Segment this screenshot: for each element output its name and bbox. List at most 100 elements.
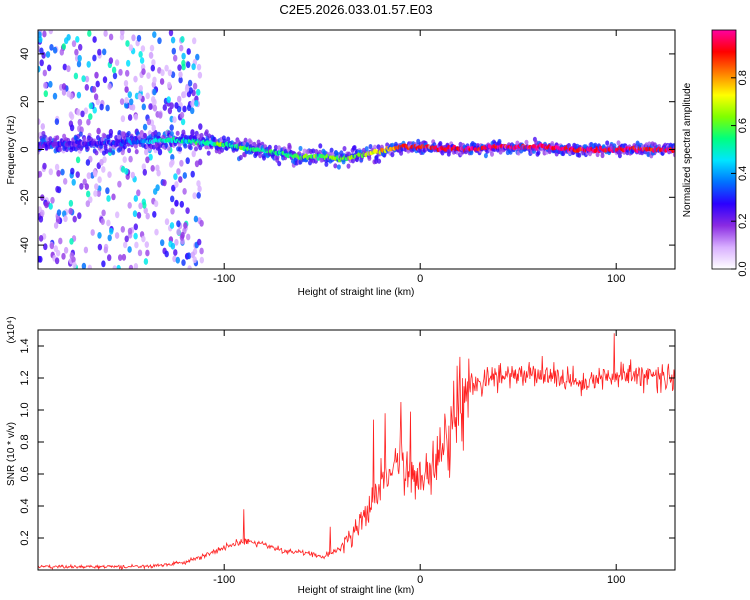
spectrogram-cell — [536, 150, 541, 156]
spectrogram-cell — [149, 44, 155, 52]
snr-panel: -100 0 100 0.2 0.4 0.6 0.8 1.0 1.2 1.4 Height of … — [6, 316, 676, 596]
spectrogram-cell — [177, 64, 182, 71]
spectrogram-cell — [145, 156, 150, 164]
spectrogram-cell — [183, 143, 188, 149]
spectrogram-cell — [86, 172, 92, 180]
spectrogram-cell — [41, 51, 46, 59]
spectrogram-cell — [196, 63, 202, 71]
spectrogram-cell — [133, 195, 138, 202]
spectrogram-cell — [174, 199, 179, 207]
spectrogram-cell — [191, 150, 196, 158]
spectrogram-cell — [72, 215, 77, 223]
spectrogram-cell — [107, 171, 112, 179]
spectrogram-cell — [145, 92, 150, 100]
spectrogram-cell — [54, 257, 60, 265]
spectrogram-cell — [212, 136, 217, 142]
spectrogram-cell — [172, 255, 177, 263]
spectrogram-cell — [186, 233, 191, 241]
spectrogram-cell — [174, 238, 179, 246]
spectrogram-cell — [179, 159, 184, 167]
spectrogram-cell — [137, 93, 142, 100]
spectrogram-cell — [53, 222, 59, 229]
spectrogram-cell — [50, 196, 55, 204]
colorbar-tick-label: 0.8 — [737, 70, 749, 85]
spectrogram-cell — [38, 215, 44, 223]
spectrogram-cell — [92, 168, 98, 176]
colorbar-label: Normalized spectral amplitude — [682, 82, 693, 217]
snr-xlabel: Height of straight line (km) — [298, 585, 415, 596]
spectrogram-cell — [84, 75, 90, 83]
spectrogram-cell — [333, 163, 338, 169]
spectrogram-cell — [182, 91, 187, 98]
spectrogram-cell — [277, 161, 282, 167]
spectrogram-cell — [105, 187, 110, 195]
spectrogram-cell — [346, 163, 351, 169]
spectrogram-cell — [74, 48, 79, 56]
spectrogram-cell — [194, 160, 200, 168]
spectrogram-cell — [99, 158, 104, 166]
spectrogram-cell — [577, 152, 582, 158]
spectrogram-cell — [114, 232, 120, 239]
spectrogram-cell — [86, 118, 91, 126]
spectrogram-cell — [524, 139, 529, 145]
spectrogram-cell — [188, 87, 193, 94]
spectrogram-cell — [83, 107, 89, 115]
spectrogram-cell — [129, 98, 134, 106]
spectrogram-cell — [142, 168, 147, 176]
spectrogram-cell — [166, 146, 171, 152]
spectrogram-cell — [62, 133, 67, 139]
spectrogram-cell — [166, 96, 171, 104]
spectrogram-cell — [248, 140, 253, 146]
spectrogram-cell — [319, 157, 324, 163]
x-tick-label: 100 — [607, 574, 625, 586]
spectrogram-cell — [305, 149, 310, 155]
spectrogram-cell — [128, 44, 134, 51]
y-tick-label: 20 — [19, 96, 31, 108]
spectrogram-cell — [97, 243, 103, 251]
spectrogram-cell — [77, 54, 82, 62]
spectrogram-cell — [88, 102, 94, 110]
spectrogram-cell — [164, 142, 169, 149]
spectrogram-cell — [157, 148, 163, 156]
spectrogram-cell — [170, 207, 175, 215]
spectrogram-cell — [169, 131, 174, 137]
spectrogram-cell — [171, 184, 176, 192]
spectrogram-cell — [199, 256, 204, 264]
spectrogram-cell — [181, 52, 186, 60]
spectrogram-cell — [109, 227, 114, 235]
spectrogram-cell — [179, 44, 184, 52]
spectrogram-cell — [118, 68, 123, 76]
spectrogram-cell — [87, 30, 92, 37]
spectrogram-cell — [75, 171, 80, 179]
spectrogram-cell — [195, 53, 200, 61]
spectrogram-cell — [138, 202, 143, 210]
x-tick-label: 100 — [607, 273, 625, 285]
snr-ylabel: SNR (10 * v/v) — [6, 422, 17, 486]
spectrogram-cell — [191, 63, 196, 71]
spectrogram-cell — [105, 104, 110, 112]
spectrogram-cell — [143, 258, 149, 265]
spectrogram-cell — [38, 171, 41, 179]
spectrogram-cell — [144, 148, 149, 156]
spectrogram-cell — [152, 211, 157, 218]
y-tick-label: -20 — [19, 189, 31, 205]
spectrogram-cell — [74, 135, 79, 142]
spectrogram-cell — [108, 133, 113, 139]
spectrogram-cell — [119, 33, 125, 41]
spectrogram-cell — [45, 136, 50, 142]
spectrogram-cell — [150, 64, 155, 72]
spectrogram-cell — [106, 195, 111, 202]
spectrogram-cell — [329, 147, 334, 153]
spectrogram-cell — [61, 83, 67, 90]
spectrogram-cell — [177, 95, 182, 103]
spectrogram-cell — [145, 212, 150, 220]
spectrogram-cell — [128, 264, 134, 269]
spectrogram-cell — [372, 144, 377, 150]
spectrogram-cell — [190, 129, 195, 136]
spectrogram-cell — [117, 134, 122, 140]
spectrogram-cell — [111, 150, 116, 156]
spectrogram-cell — [43, 243, 48, 251]
spectrogram-cell — [277, 145, 282, 151]
spectrogram-cell — [60, 168, 65, 176]
spectrogram-cell — [69, 124, 75, 132]
